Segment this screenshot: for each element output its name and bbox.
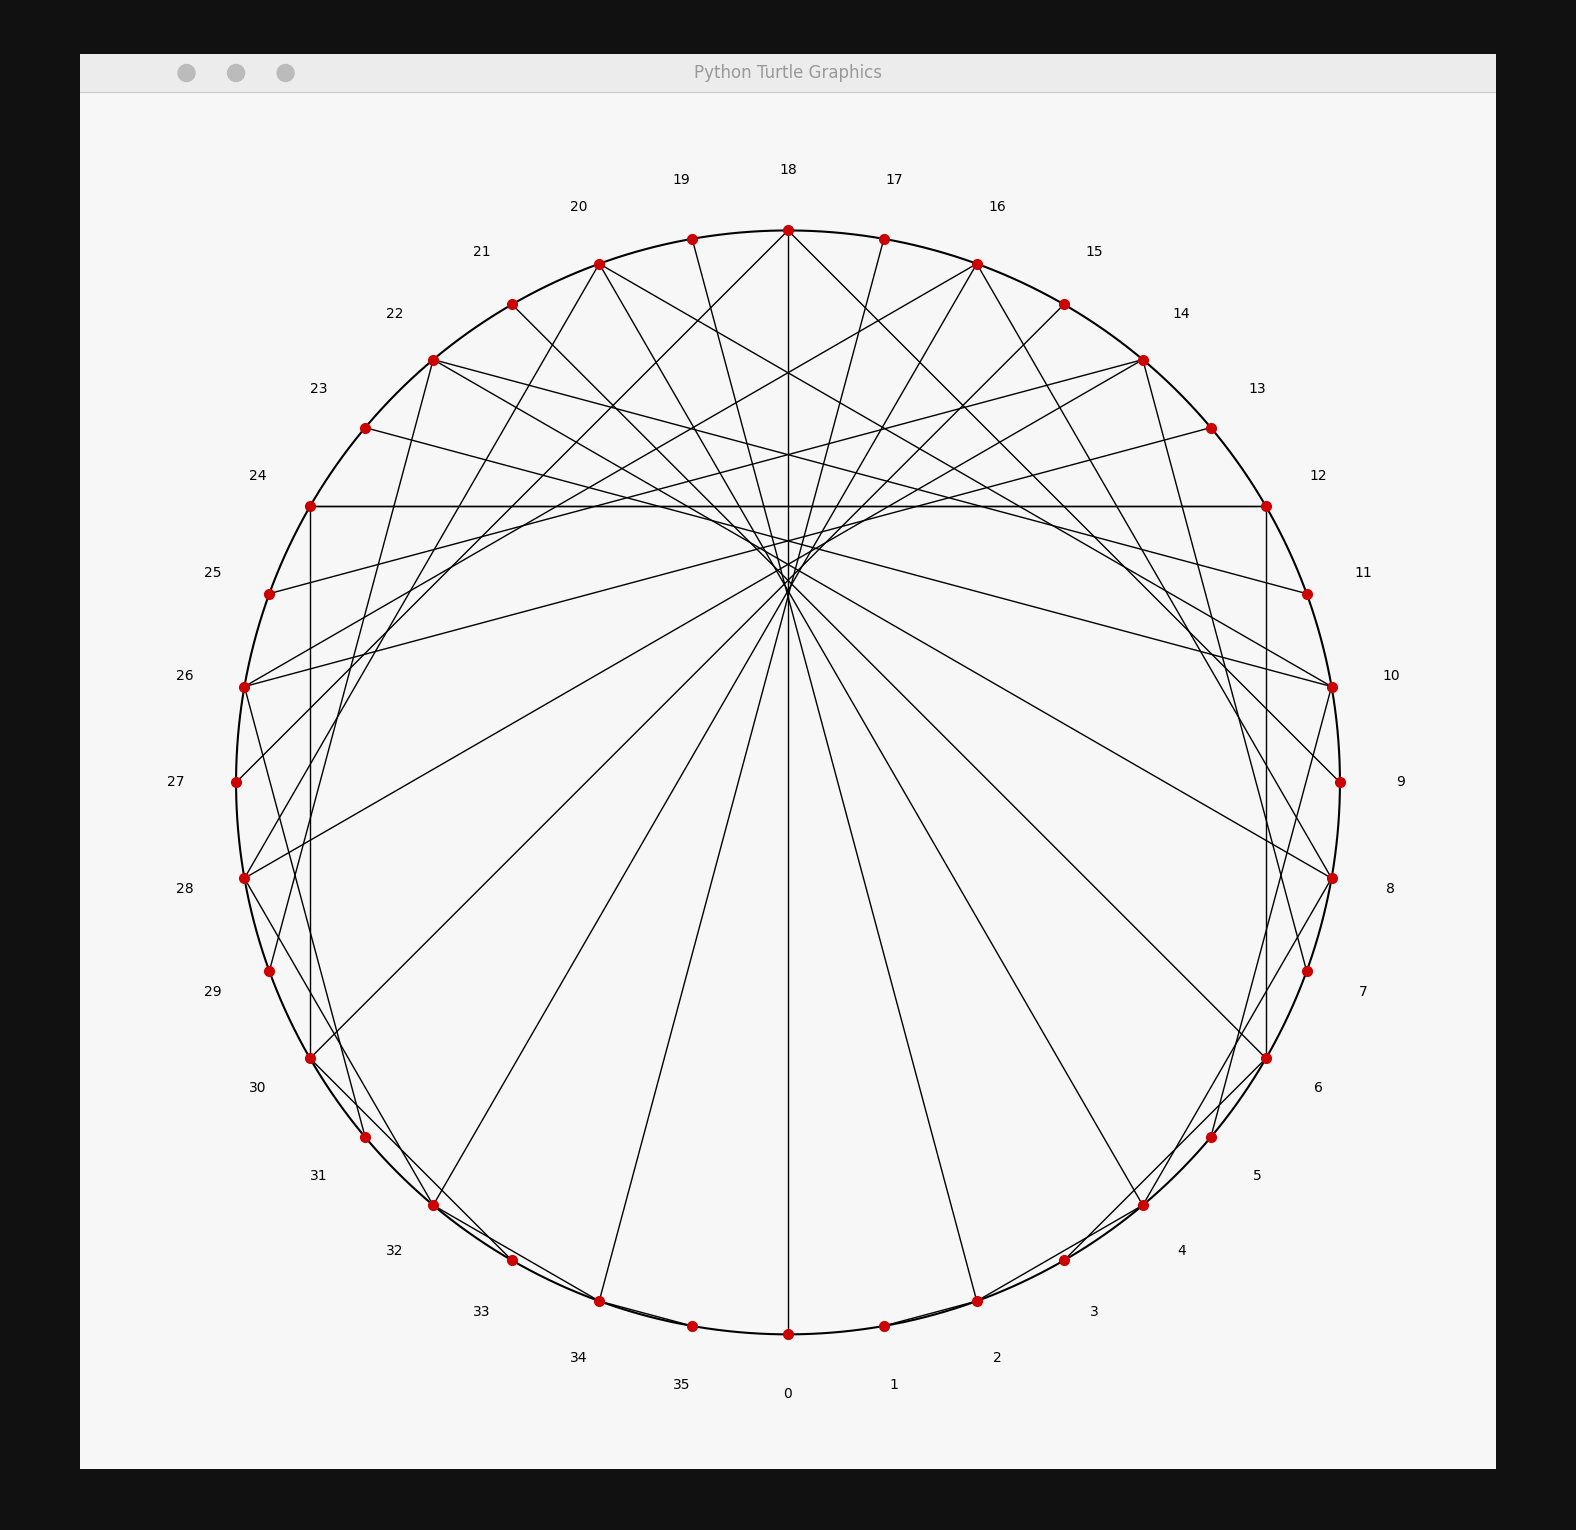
Text: 16: 16 — [988, 200, 1005, 214]
Text: 26: 26 — [177, 669, 194, 682]
Text: 3: 3 — [1089, 1305, 1098, 1319]
Text: 12: 12 — [1310, 470, 1327, 483]
Text: 18: 18 — [779, 164, 797, 177]
Text: 14: 14 — [1173, 306, 1190, 320]
Text: 33: 33 — [473, 1305, 490, 1319]
Text: 8: 8 — [1387, 881, 1395, 895]
Text: 30: 30 — [249, 1082, 266, 1095]
Text: 11: 11 — [1354, 566, 1373, 580]
Text: 31: 31 — [310, 1169, 328, 1183]
Text: 21: 21 — [473, 245, 490, 259]
Text: 13: 13 — [1248, 382, 1266, 396]
Bar — [80, 54, 1496, 92]
Text: 19: 19 — [673, 173, 690, 187]
Text: 6: 6 — [1314, 1082, 1322, 1095]
Text: 9: 9 — [1396, 776, 1404, 789]
Text: 0: 0 — [783, 1388, 793, 1401]
Text: 7: 7 — [1359, 985, 1368, 999]
Text: 28: 28 — [177, 881, 194, 895]
Circle shape — [178, 64, 195, 81]
Text: 15: 15 — [1086, 245, 1103, 259]
Circle shape — [277, 64, 295, 81]
Text: 32: 32 — [386, 1244, 403, 1258]
Text: 2: 2 — [993, 1351, 1002, 1365]
Circle shape — [227, 64, 244, 81]
Text: 27: 27 — [167, 776, 184, 789]
Text: 10: 10 — [1382, 669, 1399, 682]
Text: 17: 17 — [886, 173, 903, 187]
Text: 35: 35 — [673, 1379, 690, 1392]
Text: 20: 20 — [571, 200, 588, 214]
Text: 29: 29 — [203, 985, 222, 999]
Text: 24: 24 — [249, 470, 266, 483]
Text: 4: 4 — [1177, 1244, 1185, 1258]
Text: 25: 25 — [203, 566, 222, 580]
Text: 5: 5 — [1253, 1169, 1261, 1183]
Text: 34: 34 — [571, 1351, 588, 1365]
Text: 1: 1 — [890, 1379, 898, 1392]
Text: 23: 23 — [310, 382, 328, 396]
Text: 22: 22 — [386, 306, 403, 320]
Text: Python Turtle Graphics: Python Turtle Graphics — [693, 64, 883, 83]
